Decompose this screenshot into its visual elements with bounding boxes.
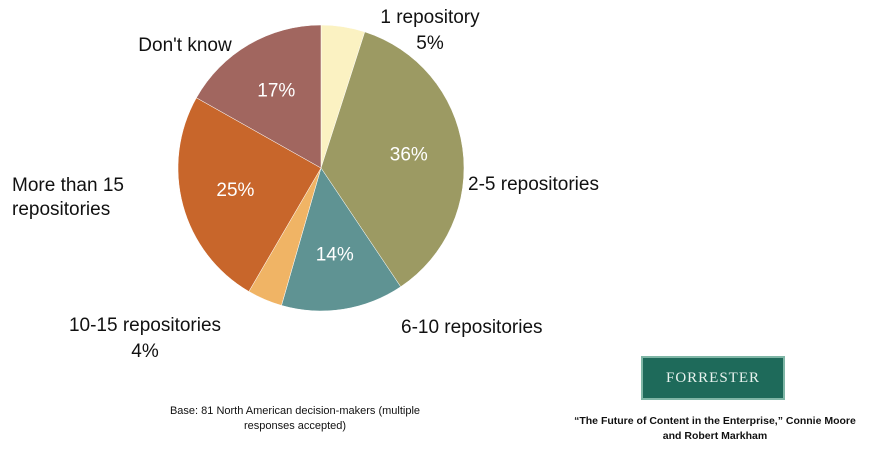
slice-label: Don't know <box>138 35 232 56</box>
slice-label: 6-10 repositories <box>401 317 543 338</box>
value-label: 14% <box>316 245 354 266</box>
value-label: 4% <box>131 341 159 362</box>
base-note: Base: 81 North American decision-makers … <box>169 405 421 432</box>
value-label: 25% <box>216 180 254 201</box>
slice-label: More than 15 repositories <box>12 175 124 220</box>
slice-label: 2-5 repositories <box>468 174 599 195</box>
pie-slice <box>320 31 465 288</box>
value-label: 17% <box>257 80 295 101</box>
value-label: 36% <box>390 145 428 166</box>
slice-label: 10-15 repositories <box>68 315 222 336</box>
pie-slice <box>281 167 402 312</box>
pie-slice <box>196 24 322 169</box>
slice-label: 1 repository <box>380 7 480 28</box>
value-label: 5% <box>416 33 444 54</box>
pie-slice <box>177 97 322 292</box>
logo: FORRESTER <box>641 356 785 400</box>
source: “The Future of Content in the Enterprise… <box>574 415 856 442</box>
